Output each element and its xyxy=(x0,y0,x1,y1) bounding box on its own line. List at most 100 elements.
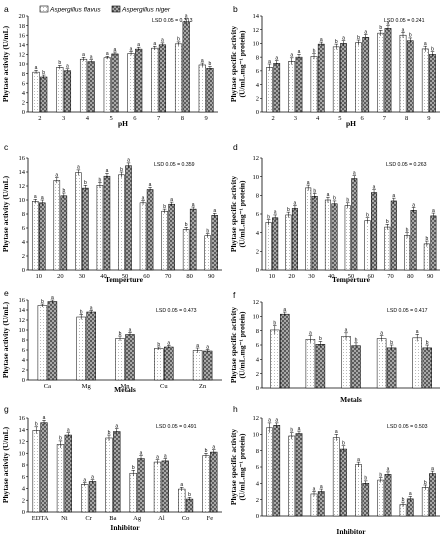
significance-letter: b xyxy=(80,309,83,315)
significance-letter: b xyxy=(379,25,382,31)
bar-niger xyxy=(40,76,48,113)
y-tick-label: 20 xyxy=(19,13,26,20)
y-tick-label: 14 xyxy=(19,427,26,434)
significance-letter: a xyxy=(307,180,310,186)
x-tick-label: 30 xyxy=(308,273,315,280)
significance-letter: a xyxy=(387,20,390,26)
significance-letter: a xyxy=(409,491,412,497)
bar-flavus xyxy=(384,226,391,271)
bar-niger xyxy=(88,481,97,513)
significance-letter: b xyxy=(41,299,44,305)
significance-letter: a xyxy=(83,477,86,483)
significance-letter: b xyxy=(346,198,349,204)
significance-letter: b xyxy=(157,342,160,348)
bar-flavus xyxy=(376,338,387,389)
y-tick-label: 10 xyxy=(253,432,260,439)
significance-letter: a xyxy=(313,486,316,492)
bar-niger xyxy=(295,56,303,113)
y-tick-label: 6 xyxy=(22,347,26,354)
x-tick-label: 6 xyxy=(133,115,137,122)
x-tick-label: 3 xyxy=(294,115,297,122)
y-tick-label: 10 xyxy=(253,314,260,321)
x-tick-label: Zn xyxy=(199,383,207,390)
significance-letter: a xyxy=(55,172,58,178)
bar-niger xyxy=(362,483,370,517)
bar-niger xyxy=(168,203,175,271)
x-tick-label: Mn xyxy=(120,383,130,390)
bar-niger xyxy=(331,203,338,271)
significance-letter: a xyxy=(431,466,434,472)
y-tick-label: 10 xyxy=(19,197,26,204)
y-axis-label: Phytase activity (U/mL) xyxy=(1,426,10,503)
bar-niger xyxy=(390,200,397,271)
y-tick-label: 8 xyxy=(22,337,25,344)
significance-letter: a xyxy=(115,423,118,429)
y-tick-label: 10 xyxy=(253,41,260,48)
significance-letter: a xyxy=(129,327,132,333)
y-tick-label: 12 xyxy=(19,439,26,446)
y-tick-label: 14 xyxy=(253,13,260,20)
y-axis-label: Phytase specific activity(U/mL.mg⁻¹ prot… xyxy=(229,429,247,505)
y-tick-label: 0 xyxy=(22,509,25,516)
x-tick-label: 5 xyxy=(110,115,113,122)
significance-letter: b xyxy=(206,228,209,234)
x-tick-label: 50 xyxy=(348,273,355,280)
significance-letter: b xyxy=(406,227,409,233)
bar-niger xyxy=(189,208,197,271)
panel-letter-d: d xyxy=(233,142,238,152)
significance-letter: b xyxy=(379,472,382,478)
bar-flavus xyxy=(377,32,385,113)
bar-niger xyxy=(113,431,121,513)
significance-letter: a xyxy=(320,484,323,490)
significance-letter: a xyxy=(156,455,159,461)
lsd-annotation: LSD 0.05 = 0.263 xyxy=(386,162,427,168)
bar-niger xyxy=(371,192,378,271)
y-tick-label: 16 xyxy=(19,297,26,304)
bar-niger xyxy=(182,21,190,113)
significance-letter: a xyxy=(268,59,271,65)
x-axis-label: Temperture xyxy=(332,275,371,284)
y-tick-label: 8 xyxy=(256,54,259,61)
significance-letter: b xyxy=(59,436,62,442)
x-tick-label: 10 xyxy=(36,273,43,280)
x-tick-label: Ca xyxy=(44,383,51,390)
x-axis-label: Metals xyxy=(340,395,362,404)
x-tick-label: 80 xyxy=(186,273,193,280)
legend: Aspergillus flavus Aspergillus niger xyxy=(39,5,171,14)
bar-flavus xyxy=(288,435,296,517)
significance-letter: a xyxy=(153,41,156,47)
y-axis-label: Phytase specific activity(U/mL.mg⁻¹ prot… xyxy=(229,307,247,383)
bar-flavus xyxy=(355,42,362,113)
significance-letter: a xyxy=(353,171,356,177)
bar-flavus xyxy=(129,472,137,513)
bar-flavus xyxy=(32,71,40,113)
significance-letter: a xyxy=(35,65,38,71)
chart-panel-d: 024681012ba10ba20ab30ab40ba50ba60ba70ba8… xyxy=(229,155,440,284)
bar-niger xyxy=(60,195,68,271)
significance-letter: b xyxy=(58,60,61,66)
y-tick-label: 10 xyxy=(19,327,26,334)
significance-letter: b xyxy=(357,35,360,41)
lsd-annotation: LSD 0.05 = 0.417 xyxy=(387,308,428,314)
significance-letter: a xyxy=(149,182,152,188)
x-tick-label: Ba xyxy=(109,515,116,522)
y-tick-label: 12 xyxy=(253,27,260,34)
legend-label-niger: Aspergillus niger xyxy=(121,7,171,14)
bar-niger xyxy=(351,178,358,271)
bar-niger xyxy=(206,68,214,113)
significance-letter: b xyxy=(409,33,412,39)
significance-letter: b xyxy=(287,207,290,213)
x-tick-label: 80 xyxy=(407,273,414,280)
significance-letter: a xyxy=(192,202,195,208)
y-tick-label: 12 xyxy=(19,317,26,324)
significance-letter: a xyxy=(164,453,167,459)
y-tick-label: 16 xyxy=(19,155,26,162)
significance-letter: a xyxy=(77,165,80,171)
bar-niger xyxy=(63,70,72,113)
significance-letter: b xyxy=(42,70,45,76)
bar-niger xyxy=(351,345,361,389)
significance-letter: a xyxy=(283,307,286,313)
